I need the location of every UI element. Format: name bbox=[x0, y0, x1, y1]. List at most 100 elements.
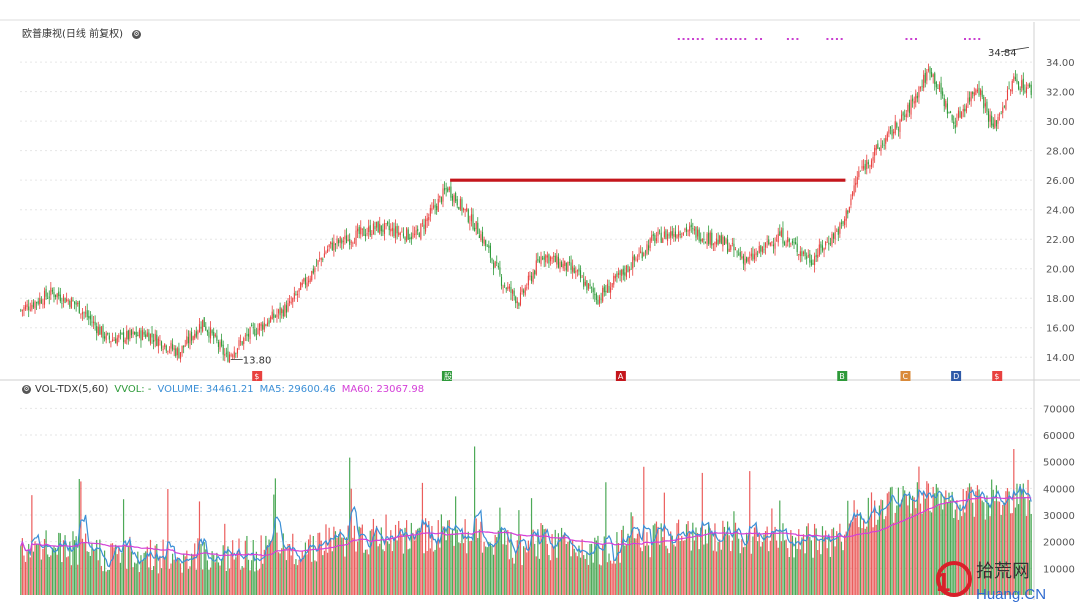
candle-body bbox=[1008, 88, 1010, 90]
volume-bar bbox=[510, 532, 512, 595]
volume-bar bbox=[518, 510, 520, 595]
candle-body bbox=[319, 258, 321, 260]
volume-bar bbox=[981, 500, 983, 595]
volume-bar bbox=[888, 491, 890, 595]
gear-icon[interactable]: ⚙ bbox=[22, 384, 31, 394]
candle-body bbox=[39, 298, 41, 305]
candle-body bbox=[455, 193, 457, 202]
candle-body bbox=[836, 230, 838, 232]
volume-bar bbox=[720, 549, 722, 595]
volume-bar bbox=[197, 538, 199, 595]
volume-bar bbox=[24, 561, 27, 595]
signal-dot bbox=[840, 38, 843, 40]
volume-bar bbox=[336, 537, 338, 595]
candle-body bbox=[192, 336, 194, 340]
candle-body bbox=[105, 333, 107, 341]
volume-bar bbox=[820, 554, 822, 595]
volume-bar bbox=[621, 529, 623, 595]
candle-body bbox=[153, 339, 155, 342]
candle-body bbox=[257, 328, 259, 335]
volume-bar bbox=[810, 540, 813, 595]
volume-bar bbox=[839, 523, 841, 595]
volume-bar bbox=[513, 563, 515, 595]
volume-bar bbox=[722, 520, 724, 595]
candle-body bbox=[703, 238, 705, 240]
candle-body bbox=[420, 223, 422, 239]
candle-body bbox=[763, 249, 765, 251]
candle-body bbox=[232, 355, 234, 357]
candle-body bbox=[950, 111, 952, 113]
candle-body bbox=[290, 302, 292, 304]
volume-indicator-label: VOL-TDX(5,60) bbox=[35, 384, 109, 395]
candle-body bbox=[821, 245, 824, 251]
volume-bar bbox=[388, 543, 390, 595]
volume-bar bbox=[1016, 483, 1018, 595]
candle-body bbox=[551, 257, 553, 259]
candle-body bbox=[363, 227, 365, 236]
candle-body bbox=[323, 253, 325, 258]
candle-body bbox=[644, 251, 646, 253]
candle-body bbox=[252, 327, 254, 329]
volume-bar bbox=[361, 524, 363, 595]
volume-bar bbox=[633, 538, 635, 595]
volume-bar bbox=[878, 505, 881, 595]
volume-bar bbox=[951, 491, 953, 595]
volume-bar bbox=[717, 541, 719, 595]
volume-bar bbox=[92, 549, 95, 595]
volume-bar bbox=[72, 531, 74, 595]
volume-bar bbox=[853, 500, 855, 595]
candle-body bbox=[880, 145, 882, 151]
candle-body bbox=[50, 287, 52, 296]
gear-icon[interactable]: ⚙ bbox=[131, 29, 141, 39]
volume-bar bbox=[409, 548, 411, 595]
candle-body bbox=[119, 332, 121, 334]
volume-bar bbox=[478, 529, 480, 595]
candle-body bbox=[423, 224, 425, 229]
volume-bar bbox=[266, 545, 269, 595]
candle-body bbox=[478, 235, 480, 239]
volume-bar bbox=[472, 533, 474, 595]
candle-body bbox=[254, 329, 256, 336]
candle-body bbox=[497, 265, 499, 268]
volume-bar bbox=[300, 558, 302, 595]
price-tick-label: 20.00 bbox=[1046, 265, 1075, 276]
signal-dot bbox=[786, 38, 789, 40]
candle-body bbox=[647, 245, 650, 251]
candle-body bbox=[442, 188, 444, 202]
candle-body bbox=[475, 221, 477, 230]
candle-body bbox=[415, 230, 417, 235]
candle-body bbox=[130, 329, 133, 336]
volume-bar bbox=[622, 525, 624, 595]
candle-body bbox=[390, 228, 392, 232]
candle-body bbox=[462, 208, 465, 211]
candle-body bbox=[23, 307, 25, 311]
candle-body bbox=[113, 339, 115, 341]
volume-bar bbox=[787, 548, 789, 595]
volume-bar bbox=[741, 539, 743, 595]
volume-bar bbox=[524, 547, 526, 595]
candle-body bbox=[931, 72, 933, 77]
candle-body bbox=[687, 230, 689, 232]
candle-body bbox=[546, 255, 548, 258]
volume-bar bbox=[66, 557, 68, 595]
candle-body bbox=[556, 255, 558, 265]
candle-body bbox=[975, 89, 977, 95]
candle-body bbox=[674, 231, 676, 238]
volume-bar bbox=[43, 538, 46, 595]
volume-bar bbox=[360, 527, 362, 595]
candle-body bbox=[578, 268, 580, 272]
candle-body bbox=[21, 309, 23, 311]
candle-body bbox=[488, 245, 490, 249]
volume-bar bbox=[554, 529, 556, 595]
candle-body bbox=[671, 231, 673, 236]
volume-bar bbox=[564, 532, 566, 595]
candle-body bbox=[325, 252, 327, 254]
volume-bar bbox=[962, 488, 964, 595]
candle-body bbox=[567, 261, 569, 272]
volume-bar bbox=[823, 535, 825, 595]
volume-bar bbox=[992, 489, 994, 595]
volume-bar bbox=[987, 502, 990, 595]
candle-body bbox=[86, 310, 88, 318]
volume-bar bbox=[900, 499, 903, 595]
